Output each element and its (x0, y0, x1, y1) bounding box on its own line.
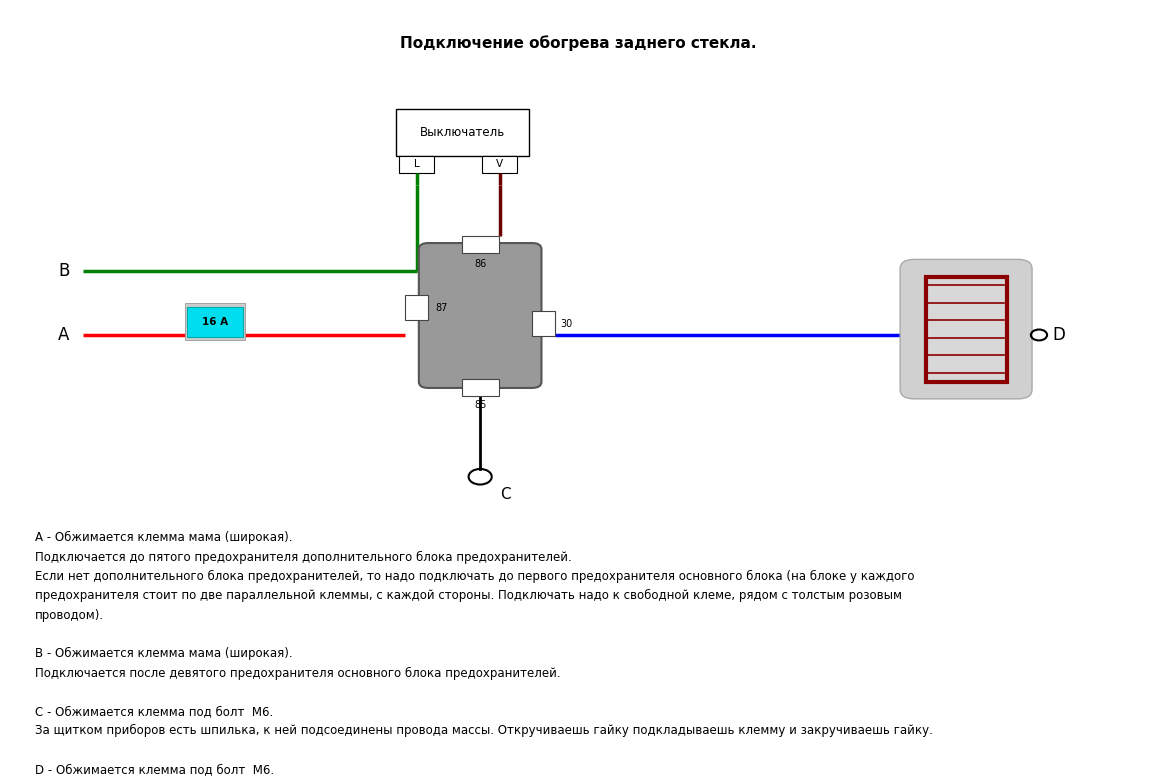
FancyBboxPatch shape (532, 311, 555, 336)
Text: 30: 30 (560, 319, 573, 329)
FancyBboxPatch shape (399, 156, 434, 173)
Text: V: V (496, 160, 503, 169)
FancyBboxPatch shape (482, 156, 517, 173)
FancyBboxPatch shape (419, 243, 541, 388)
FancyBboxPatch shape (462, 379, 499, 396)
Text: Выключатель: Выключатель (420, 126, 504, 139)
Text: В: В (58, 262, 69, 280)
FancyBboxPatch shape (462, 236, 499, 253)
FancyBboxPatch shape (185, 303, 245, 340)
FancyBboxPatch shape (926, 277, 1007, 382)
FancyBboxPatch shape (405, 295, 428, 320)
Text: Подключение обогрева заднего стекла.: Подключение обогрева заднего стекла. (400, 35, 757, 51)
Text: А: А (58, 326, 69, 344)
Text: 87: 87 (435, 304, 448, 313)
Text: L: L (414, 160, 419, 169)
Text: 16 A: 16 A (202, 317, 228, 326)
FancyBboxPatch shape (900, 259, 1032, 399)
Text: D: D (1053, 326, 1066, 344)
FancyBboxPatch shape (187, 307, 243, 337)
Text: 85: 85 (474, 400, 486, 411)
Text: 86: 86 (474, 259, 486, 270)
Text: C: C (500, 487, 510, 502)
FancyBboxPatch shape (396, 109, 529, 156)
Text: А - Обжимается клемма мама (широкая).
Подключается до пятого предохранителя допо: А - Обжимается клемма мама (широкая). По… (35, 531, 933, 779)
